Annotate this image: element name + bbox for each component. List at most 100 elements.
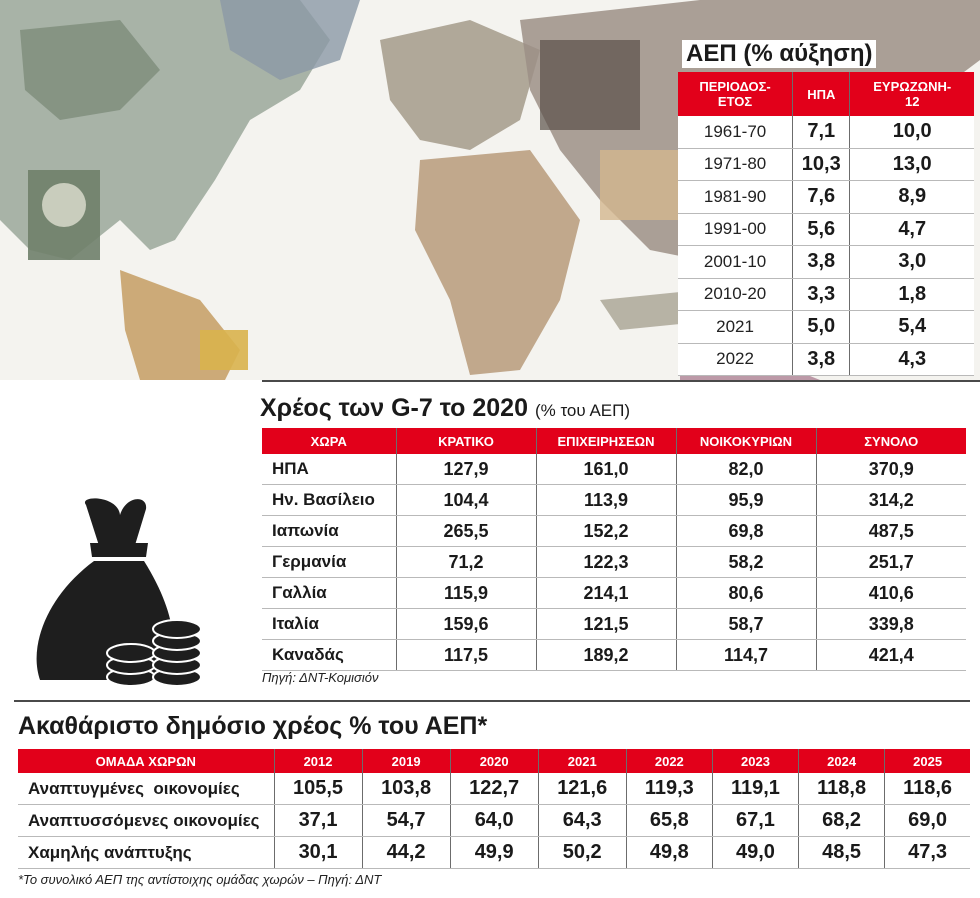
gdp-eurozone-value: 1,8 — [849, 278, 974, 311]
debt-country: Καναδάς — [262, 639, 396, 671]
g7-debt-subtitle: (% του ΑΕΠ) — [534, 401, 631, 420]
gdp-usa-value: 3,8 — [792, 343, 850, 376]
pub-row: Αναπτυσσόμενες οικονομίες 37,1 54,7 64,0… — [18, 804, 970, 837]
debt-business-value: 161,0 — [535, 454, 676, 485]
gdp-row: 2022 3,8 4,3 — [678, 343, 974, 376]
debt-row: Ιταλία 159,6 121,5 58,7 339,8 — [262, 608, 966, 640]
gdp-growth-title: ΑΕΠ (% αύξηση) — [682, 40, 877, 68]
debt-total-value: 370,9 — [815, 454, 966, 485]
pub-value: 49,9 — [449, 836, 539, 869]
debt-country: Γαλλία — [262, 577, 396, 609]
pub-row: Χαμηλής ανάπτυξης 30,1 44,2 49,9 50,2 49… — [18, 836, 970, 869]
gdp-period: 1991-00 — [678, 213, 793, 246]
section-divider — [262, 380, 980, 382]
debt-total-value: 314,2 — [815, 484, 966, 516]
debt-row: Γερμανία 71,2 122,3 58,2 251,7 — [262, 546, 966, 578]
public-debt-title: Ακαθάριστο δημόσιο χρέος % του ΑΕΠ* — [18, 712, 488, 740]
pub-header-year: 2024 — [798, 749, 885, 773]
debt-header-total: ΣΥΝΟΛΟ — [815, 428, 966, 454]
pub-value: 37,1 — [273, 804, 363, 837]
pub-value: 65,8 — [625, 804, 713, 837]
pub-group: Χαμηλής ανάπτυξης — [18, 836, 274, 869]
debt-business-value: 122,3 — [535, 546, 676, 578]
debt-state-value: 117,5 — [395, 639, 536, 671]
pub-value: 64,3 — [537, 804, 627, 837]
debt-business-value: 113,9 — [535, 484, 676, 516]
gdp-row: 1991-00 5,6 4,7 — [678, 213, 974, 246]
g7-debt-title: Χρέος των G-7 το 2020 — [260, 394, 528, 422]
pub-value: 49,8 — [625, 836, 713, 869]
gdp-period: 2010-20 — [678, 278, 793, 311]
g7-debt-table: ΧΩΡΑ ΚΡΑΤΙΚΟ ΕΠΙΧΕΙΡΗΣΕΩΝ ΝΟΙΚΟΚΥΡΙΩΝ ΣΥ… — [262, 428, 966, 671]
gdp-growth-table: ΠΕΡΙΟΔΟΣ- ΕΤΟΣ ΗΠΑ ΕΥΡΩΖΩΝΗ- 12 1961-70 7… — [678, 72, 974, 376]
pub-header-year: 2021 — [537, 749, 627, 773]
debt-country: ΗΠΑ — [262, 454, 396, 485]
pub-value: 122,7 — [449, 773, 539, 805]
gdp-usa-value: 10,3 — [792, 148, 850, 181]
debt-state-value: 115,9 — [395, 577, 536, 609]
pub-value: 50,2 — [537, 836, 627, 869]
debt-country: Ιταλία — [262, 608, 396, 640]
gdp-eurozone-value: 5,4 — [849, 310, 974, 344]
gdp-eurozone-value: 13,0 — [849, 148, 974, 181]
debt-state-value: 104,4 — [395, 484, 536, 516]
g7-debt-title-line: Χρέος των G-7 το 2020 (% του ΑΕΠ) — [260, 394, 630, 423]
debt-row: Γαλλία 115,9 214,1 80,6 410,6 — [262, 577, 966, 609]
pub-value: 119,3 — [625, 773, 713, 805]
debt-business-value: 152,2 — [535, 515, 676, 547]
gdp-row: 2021 5,0 5,4 — [678, 310, 974, 344]
gdp-usa-value: 7,1 — [792, 116, 850, 149]
gdp-usa-value: 7,6 — [792, 180, 850, 214]
pub-value: 118,6 — [884, 773, 970, 805]
debt-total-value: 339,8 — [815, 608, 966, 640]
debt-row: Καναδάς 117,5 189,2 114,7 421,4 — [262, 639, 966, 671]
pub-value: 47,3 — [884, 836, 970, 869]
pub-value: 48,5 — [798, 836, 885, 869]
gdp-period: 2001-10 — [678, 245, 793, 279]
pub-value: 69,0 — [884, 804, 970, 837]
gdp-row: 2001-10 3,8 3,0 — [678, 245, 974, 279]
coin-stack-icon — [106, 619, 202, 687]
debt-household-value: 58,2 — [675, 546, 816, 578]
gdp-row: 2010-20 3,3 1,8 — [678, 278, 974, 311]
debt-row: Ην. Βασίλειο 104,4 113,9 95,9 314,2 — [262, 484, 966, 516]
pub-header-year: 2012 — [273, 749, 363, 773]
pub-value: 49,0 — [711, 836, 799, 869]
public-debt-footnote: *Το συνολικό ΑΕΠ της αντίστοιχης ομάδας … — [18, 872, 382, 887]
gdp-eurozone-value: 4,7 — [849, 213, 974, 246]
debt-total-value: 487,5 — [815, 515, 966, 547]
debt-state-value: 159,6 — [395, 608, 536, 640]
gdp-usa-value: 5,0 — [792, 310, 850, 344]
debt-household-value: 95,9 — [675, 484, 816, 516]
debt-household-value: 80,6 — [675, 577, 816, 609]
debt-header-business: ΕΠΙΧΕΙΡΗΣΕΩΝ — [535, 428, 676, 454]
pub-group: Αναπτυσσόμενες οικονομίες — [18, 804, 274, 837]
pub-value: 119,1 — [711, 773, 799, 805]
debt-country: Ιαπωνία — [262, 515, 396, 547]
gdp-period: 2021 — [678, 310, 793, 344]
debt-total-value: 410,6 — [815, 577, 966, 609]
debt-header-household: ΝΟΙΚΟΚΥΡΙΩΝ — [675, 428, 816, 454]
gdp-usa-value: 3,8 — [792, 245, 850, 279]
pub-header-year: 2025 — [884, 749, 970, 773]
debt-row: Ιαπωνία 265,5 152,2 69,8 487,5 — [262, 515, 966, 547]
pub-value: 105,5 — [273, 773, 363, 805]
gdp-row: 1961-70 7,1 10,0 — [678, 116, 974, 149]
gdp-period: 1961-70 — [678, 116, 793, 149]
debt-state-value: 127,9 — [395, 454, 536, 485]
gdp-eurozone-value: 10,0 — [849, 116, 974, 149]
gdp-row: 1981-90 7,6 8,9 — [678, 180, 974, 214]
gdp-row: 1971-80 10,3 13,0 — [678, 148, 974, 181]
pub-header-year: 2020 — [449, 749, 539, 773]
debt-header-state: ΚΡΑΤΙΚΟ — [395, 428, 536, 454]
public-debt-table: ΟΜΑΔΑ ΧΩΡΩΝ 2012 2019 2020 2021 2022 202… — [18, 749, 970, 869]
pub-value: 121,6 — [537, 773, 627, 805]
gdp-usa-value: 3,3 — [792, 278, 850, 311]
gdp-eurozone-value: 4,3 — [849, 343, 974, 376]
pub-value: 118,8 — [798, 773, 885, 805]
debt-total-value: 421,4 — [815, 639, 966, 671]
debt-country: Γερμανία — [262, 546, 396, 578]
section-divider — [14, 700, 970, 702]
gdp-header-period: ΠΕΡΙΟΔΟΣ- ΕΤΟΣ — [678, 72, 793, 116]
debt-header-country: ΧΩΡΑ — [262, 428, 396, 454]
